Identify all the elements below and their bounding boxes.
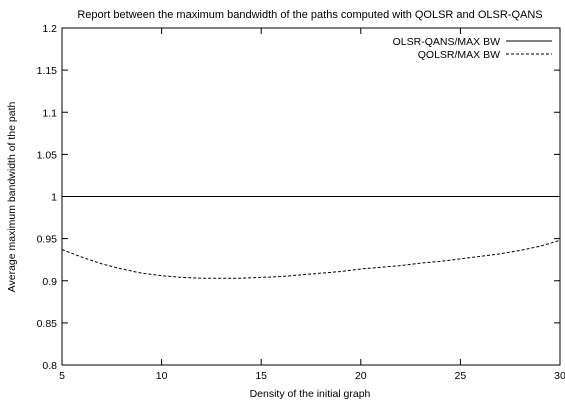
x-tick-label: 25 (455, 370, 467, 382)
y-tick-label: 0.85 (37, 318, 58, 330)
y-tick-label: 0.9 (42, 276, 57, 288)
y-axis: 0.8 0.85 0.9 0.95 1 1.05 1.1 1.15 1.2 (37, 23, 560, 372)
x-tick-label: 10 (156, 370, 168, 382)
series-layer (61, 196, 561, 279)
y-tick-label: 0.8 (42, 360, 57, 372)
x-axis: 5 10 15 20 25 30 (59, 28, 565, 382)
x-tick-label: 20 (355, 370, 367, 382)
x-axis-label: Density of the initial graph (250, 388, 371, 400)
legend-label: QOLSR/MAX BW (418, 49, 500, 61)
x-tick-label: 15 (255, 370, 267, 382)
chart-title: Report between the maximum bandwidth of … (77, 9, 542, 21)
y-axis-label: Average maximum bandwidth of the path (6, 102, 18, 293)
legend-label: OLSR-QANS/MAX BW (393, 36, 500, 48)
y-tick-label: 0.95 (37, 234, 58, 246)
y-tick-label: 1.15 (37, 65, 58, 77)
y-tick-label: 1.05 (37, 149, 58, 161)
y-tick-label: 1.2 (42, 23, 57, 35)
y-tick-label: 1.1 (42, 107, 57, 119)
y-tick-label: 1 (51, 192, 57, 204)
x-tick-label: 30 (554, 370, 565, 382)
x-tick-label: 5 (59, 370, 65, 382)
series-line-qolsr-max-bw (61, 239, 561, 279)
